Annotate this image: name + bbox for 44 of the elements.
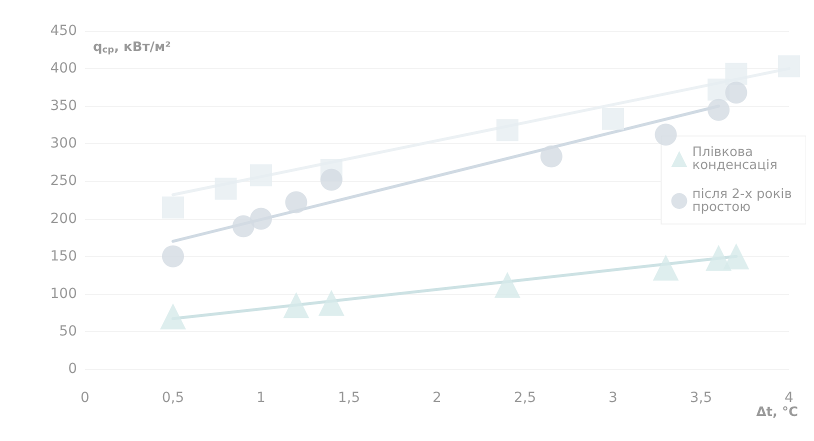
y-tick-label: 0 [68,361,77,377]
legend-label: Плівкова конденсація [692,145,778,173]
point [162,245,184,268]
y-tick-label: 50 [59,323,77,340]
x-tick-label: 4 [784,390,794,406]
point [725,62,748,85]
point [250,208,272,230]
point [494,272,520,298]
x-tick-label: 2 [432,390,442,406]
point [723,243,750,270]
y-tick-label: 400 [50,60,77,77]
x-axis-title: Δt, °C [756,405,798,420]
point [708,98,730,121]
point [654,124,677,146]
x-tick-label: 3 [608,390,618,406]
point [778,55,800,78]
y-tick-label: 350 [50,98,77,114]
x-tick-label: 2,5 [514,390,536,406]
x-tick-label: 0,5 [162,390,184,406]
y-tick-label: 200 [50,210,77,227]
point [232,215,254,238]
y-tick-label: 150 [50,248,77,264]
point [250,164,272,186]
x-tick-label: 1,5 [338,390,360,406]
point [496,119,518,142]
y-tick-label: 250 [50,173,77,190]
point [725,82,748,104]
point [318,290,344,316]
x-tick-label: 3,5 [690,390,712,406]
point [285,191,308,214]
point [706,244,732,271]
point [652,254,679,281]
point [214,178,237,200]
point [283,292,310,318]
point [540,145,562,168]
x-tick-label: 0 [80,390,90,406]
y-tick-label: 450 [50,23,77,39]
point [160,303,186,330]
point [602,108,624,130]
point [320,168,342,191]
y-tick-label: 100 [50,286,77,302]
y-tick-label: 300 [50,136,77,152]
legend-label: після 2-х років простою [692,187,796,215]
x-tick-label: 1 [256,390,266,406]
